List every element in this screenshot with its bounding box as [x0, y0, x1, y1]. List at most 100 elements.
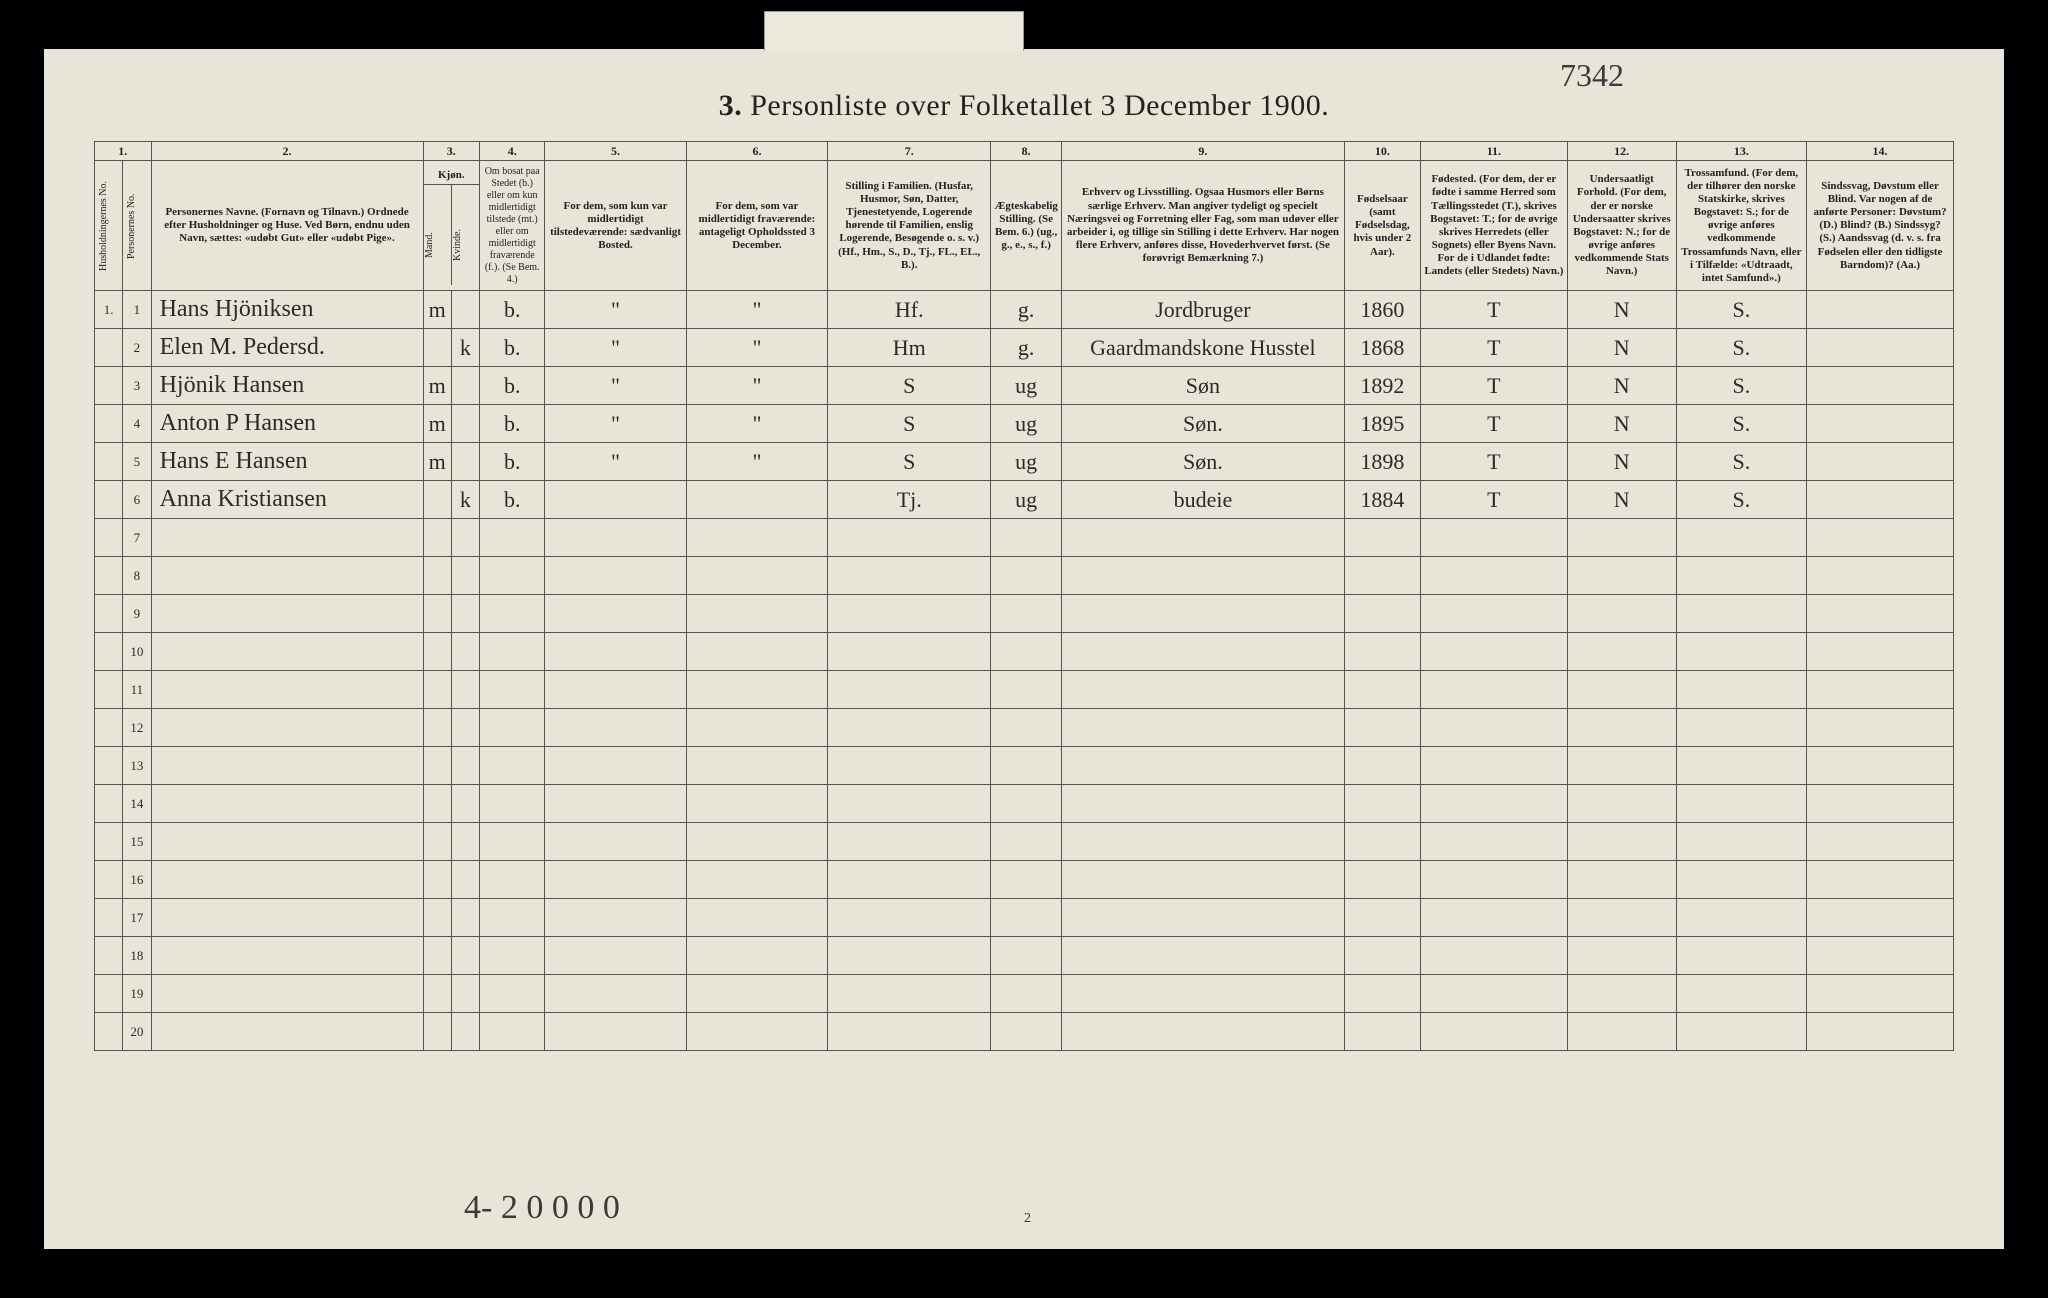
table-row-blank: 12: [95, 709, 1954, 747]
cell-family-pos: S: [828, 405, 991, 443]
page-title: 3. Personliste over Folketallet 3 Decemb…: [94, 89, 1954, 123]
cell-female: [451, 367, 479, 405]
cell-resident: b.: [480, 443, 545, 481]
table-row-blank: 13: [95, 747, 1954, 785]
table-row-blank: 20: [95, 1013, 1954, 1051]
cell-temp-absent: ": [686, 405, 827, 443]
cell-nationality: N: [1567, 481, 1676, 519]
cell-disability: [1807, 443, 1954, 481]
cell-household-no: [95, 481, 123, 519]
cell-household-no: [95, 899, 123, 937]
cell-occupation: Søn: [1062, 367, 1345, 405]
cell-person-no: 12: [123, 709, 151, 747]
cell-temp-present: [545, 481, 686, 519]
cell-name: Hans E Hansen: [151, 443, 423, 481]
table-row-blank: 11: [95, 671, 1954, 709]
table-row-blank: 9: [95, 595, 1954, 633]
table-row-blank: 15: [95, 823, 1954, 861]
cell-birthyear: 1860: [1344, 291, 1420, 329]
table-row-blank: 14: [95, 785, 1954, 823]
cell-birthplace: T: [1420, 329, 1567, 367]
cell-person-no: 3: [123, 367, 151, 405]
cell-birthplace: T: [1420, 291, 1567, 329]
cell-temp-present: ": [545, 443, 686, 481]
cell-household-no: [95, 595, 123, 633]
cell-occupation: Gaardmandskone Husstel: [1062, 329, 1345, 367]
colnum: 6.: [686, 142, 827, 161]
cell-occupation: Jordbruger: [1062, 291, 1345, 329]
cell-marital: ug: [991, 481, 1062, 519]
top-tab: [764, 11, 1024, 51]
cell-family-pos: S: [828, 443, 991, 481]
cell-disability: [1807, 481, 1954, 519]
cell-religion: S.: [1676, 291, 1807, 329]
table-row: 4Anton P Hansenmb.""SugSøn.1895TNS.: [95, 405, 1954, 443]
cell-marital: ug: [991, 405, 1062, 443]
cell-household-no: [95, 557, 123, 595]
cell-temp-absent: ": [686, 443, 827, 481]
title-number: 3.: [719, 89, 743, 122]
cell-resident: b.: [480, 367, 545, 405]
cell-religion: S.: [1676, 405, 1807, 443]
cell-name: Anton P Hansen: [151, 405, 423, 443]
header-person-no: Personernes No.: [123, 161, 151, 291]
cell-temp-absent: [686, 481, 827, 519]
cell-person-no: 13: [123, 747, 151, 785]
cell-birthplace: T: [1420, 367, 1567, 405]
cell-male: [423, 481, 451, 519]
cell-household-no: [95, 709, 123, 747]
cell-marital: ug: [991, 367, 1062, 405]
cell-temp-present: ": [545, 367, 686, 405]
cell-religion: S.: [1676, 443, 1807, 481]
colnum: 7.: [828, 142, 991, 161]
cell-marital: g.: [991, 291, 1062, 329]
cell-male: [423, 329, 451, 367]
cell-person-no: 19: [123, 975, 151, 1013]
cell-household-no: [95, 329, 123, 367]
cell-birthyear: 1898: [1344, 443, 1420, 481]
cell-occupation: Søn.: [1062, 443, 1345, 481]
census-table: 1. 2. 3. 4. 5. 6. 7. 8. 9. 10. 11. 12. 1…: [94, 141, 1954, 1051]
cell-household-no: [95, 861, 123, 899]
header-temp-absent: For dem, som var midlertidigt fraværende…: [686, 161, 827, 291]
top-handwritten-number: 7342: [1560, 57, 1624, 94]
cell-household-no: [95, 823, 123, 861]
table-row-blank: 16: [95, 861, 1954, 899]
cell-household-no: [95, 443, 123, 481]
cell-birthplace: T: [1420, 481, 1567, 519]
colnum: 13.: [1676, 142, 1807, 161]
cell-female: [451, 443, 479, 481]
table-row-blank: 19: [95, 975, 1954, 1013]
bottom-page-number: 2: [1024, 1211, 1031, 1227]
cell-name: Hans Hjöniksen: [151, 291, 423, 329]
table-row: 6Anna Kristiansenkb.Tj.ugbudeie1884TNS.: [95, 481, 1954, 519]
colnum: 4.: [480, 142, 545, 161]
cell-household-no: [95, 367, 123, 405]
cell-household-no: [95, 975, 123, 1013]
cell-male: m: [423, 367, 451, 405]
bottom-handwritten: 4- 2 0 0 0 0: [464, 1189, 620, 1227]
cell-family-pos: Tj.: [828, 481, 991, 519]
cell-household-no: [95, 519, 123, 557]
table-row-blank: 18: [95, 937, 1954, 975]
header-family-pos: Stilling i Familien. (Husfar, Husmor, Sø…: [828, 161, 991, 291]
colnum: 5.: [545, 142, 686, 161]
cell-temp-absent: ": [686, 329, 827, 367]
cell-birthyear: 1895: [1344, 405, 1420, 443]
cell-name: Hjönik Hansen: [151, 367, 423, 405]
cell-person-no: 14: [123, 785, 151, 823]
cell-religion: S.: [1676, 481, 1807, 519]
cell-disability: [1807, 405, 1954, 443]
cell-person-no: 10: [123, 633, 151, 671]
cell-person-no: 8: [123, 557, 151, 595]
table-row-blank: 10: [95, 633, 1954, 671]
header-birthplace: Fødested. (For dem, der er fødte i samme…: [1420, 161, 1567, 291]
header-label-row: Husholdningernes No. Personernes No. Per…: [95, 161, 1954, 291]
cell-household-no: [95, 671, 123, 709]
cell-male: m: [423, 405, 451, 443]
cell-person-no: 6: [123, 481, 151, 519]
table-row: 1.1Hans Hjöniksenmb.""Hf.g.Jordbruger186…: [95, 291, 1954, 329]
title-text: Personliste over Folketallet 3 December …: [750, 89, 1329, 122]
header-sex: Kjøn. Mand. Kvinde.: [423, 161, 480, 291]
cell-name: Anna Kristiansen: [151, 481, 423, 519]
